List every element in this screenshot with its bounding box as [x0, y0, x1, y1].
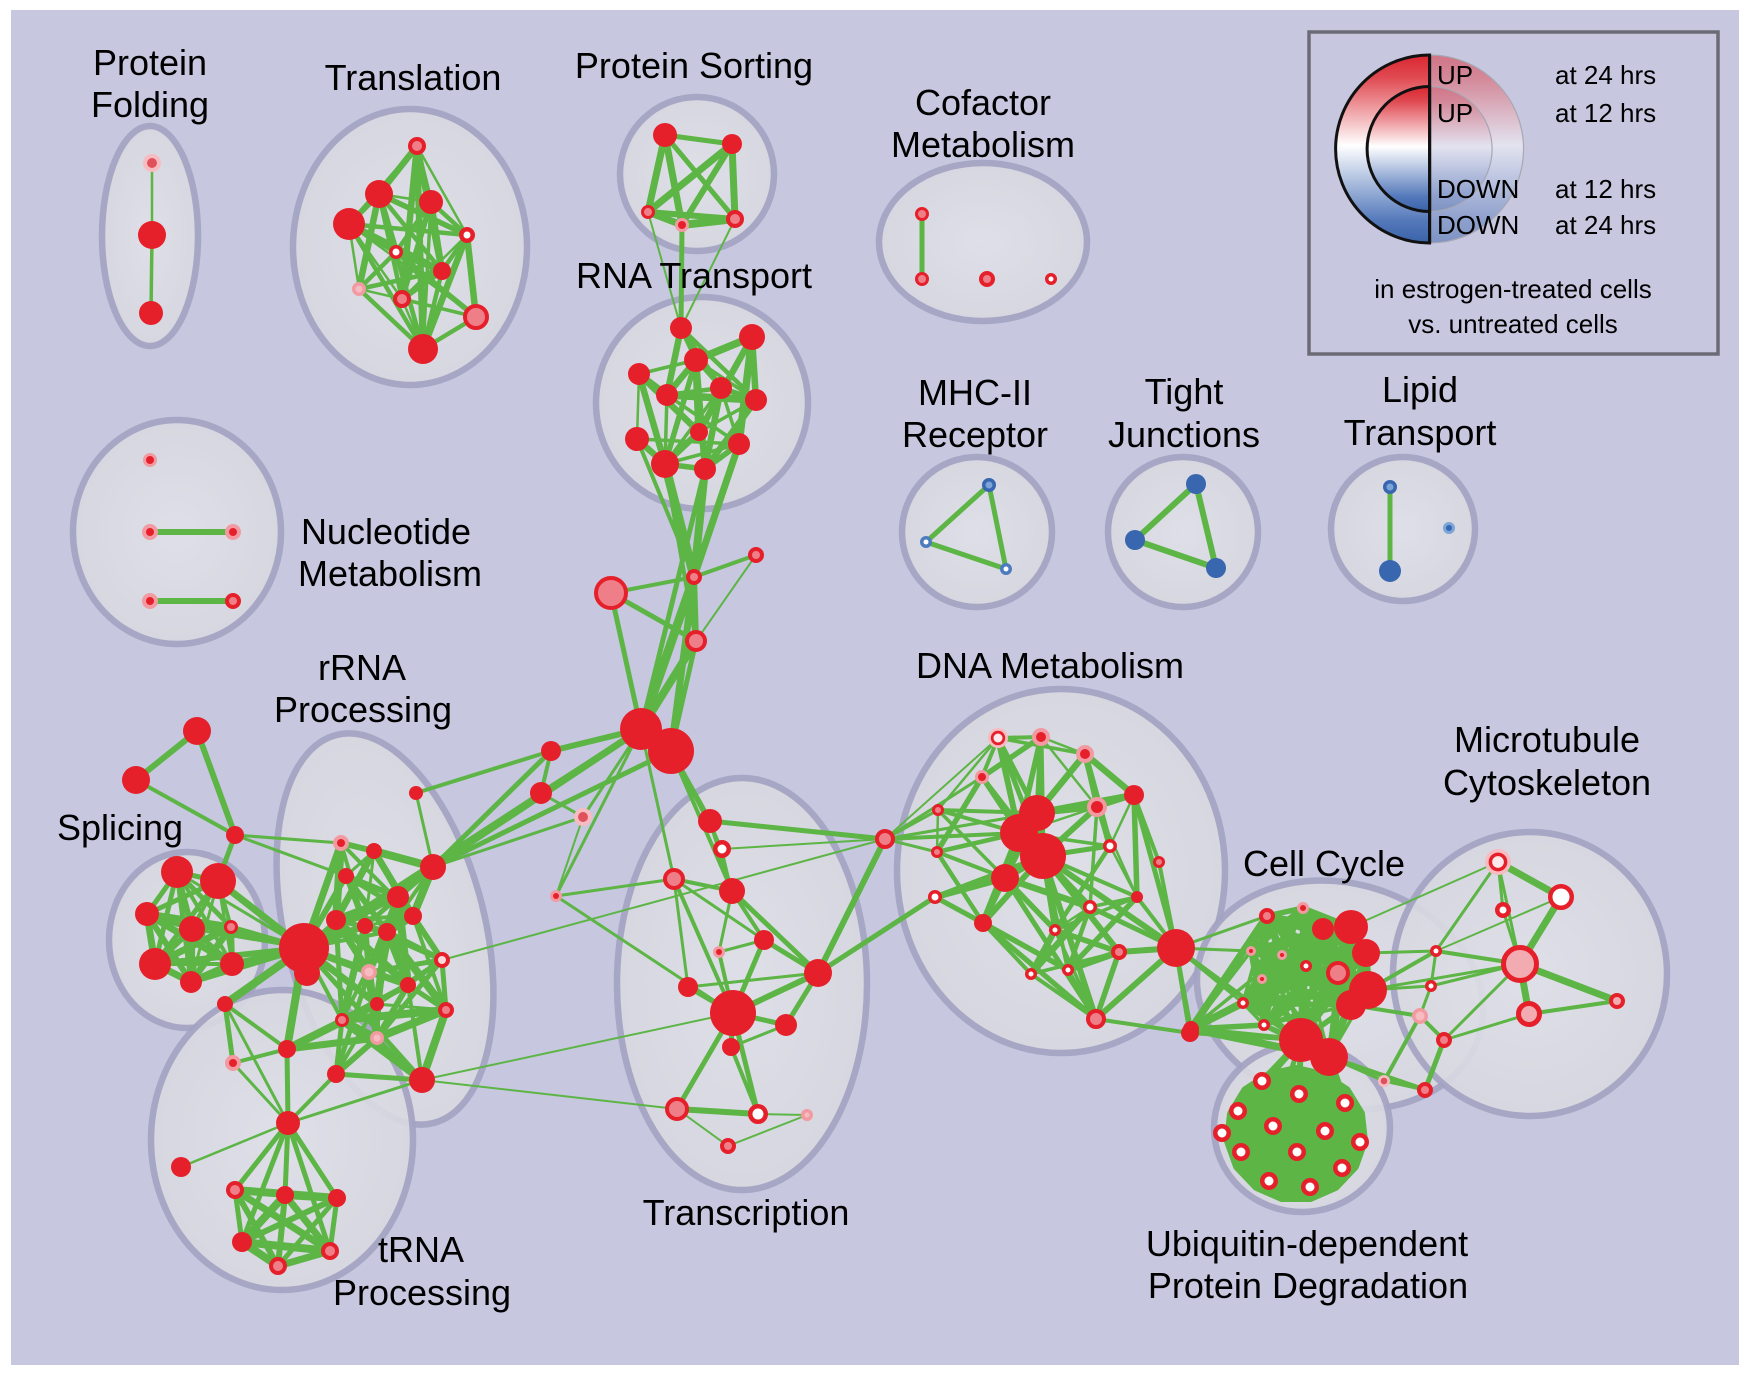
svg-text:at 12 hrs: at 12 hrs [1555, 98, 1656, 128]
svg-text:Junctions: Junctions [1108, 414, 1260, 455]
svg-text:Translation: Translation [325, 57, 502, 98]
svg-text:Cytoskeleton: Cytoskeleton [1443, 762, 1651, 803]
svg-text:MHC-II: MHC-II [918, 372, 1032, 413]
svg-text:Microtubule: Microtubule [1454, 719, 1640, 760]
svg-text:in estrogen-treated cells: in estrogen-treated cells [1374, 274, 1651, 304]
svg-text:Transport: Transport [1344, 412, 1497, 453]
svg-text:Ubiquitin-dependent: Ubiquitin-dependent [1146, 1223, 1468, 1264]
svg-text:Splicing: Splicing [57, 807, 183, 848]
svg-text:RNA Transport: RNA Transport [576, 255, 812, 296]
svg-text:Folding: Folding [91, 84, 209, 125]
svg-text:DOWN: DOWN [1437, 210, 1519, 240]
svg-text:Cell Cycle: Cell Cycle [1243, 843, 1405, 884]
svg-text:Cofactor: Cofactor [915, 82, 1051, 123]
svg-text:rRNA: rRNA [318, 647, 406, 688]
svg-text:at 12 hrs: at 12 hrs [1555, 174, 1656, 204]
svg-text:Protein Sorting: Protein Sorting [575, 45, 813, 86]
svg-text:at 24 hrs: at 24 hrs [1555, 210, 1656, 240]
svg-text:Nucleotide: Nucleotide [301, 511, 471, 552]
svg-text:Processing: Processing [333, 1272, 511, 1313]
svg-text:at 24 hrs: at 24 hrs [1555, 60, 1656, 90]
svg-text:DOWN: DOWN [1437, 174, 1519, 204]
svg-text:DNA Metabolism: DNA Metabolism [916, 645, 1184, 686]
svg-text:Processing: Processing [274, 689, 452, 730]
svg-text:Receptor: Receptor [902, 414, 1048, 455]
svg-text:Protein Degradation: Protein Degradation [1148, 1265, 1468, 1306]
svg-text:Metabolism: Metabolism [891, 124, 1075, 165]
svg-text:Lipid: Lipid [1382, 369, 1458, 410]
svg-text:tRNA: tRNA [378, 1229, 464, 1270]
svg-text:Metabolism: Metabolism [298, 553, 482, 594]
svg-text:Protein: Protein [93, 42, 207, 83]
svg-text:Tight: Tight [1145, 371, 1224, 412]
svg-text:UP: UP [1437, 98, 1473, 128]
svg-text:Transcription: Transcription [643, 1192, 850, 1233]
svg-text:vs. untreated cells: vs. untreated cells [1408, 309, 1618, 339]
svg-text:UP: UP [1437, 60, 1473, 90]
